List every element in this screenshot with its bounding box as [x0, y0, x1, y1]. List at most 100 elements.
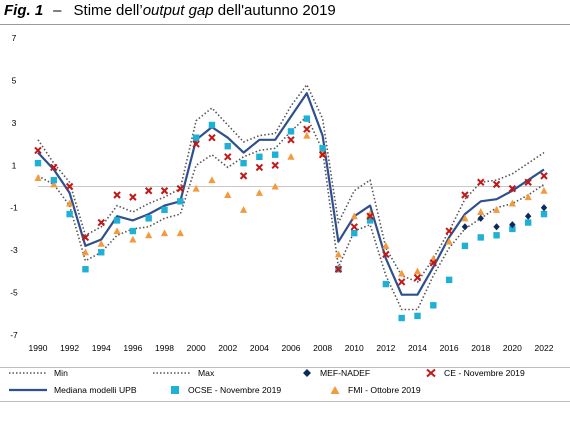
x-tick-label: 2020	[503, 343, 522, 353]
point-fmi-ottobre-2019	[208, 176, 216, 184]
y-tick-label: 1	[12, 160, 17, 170]
point-ce-novembre-2019	[113, 191, 121, 199]
point-ce-novembre-2019	[318, 150, 327, 159]
point-ce-novembre-2019	[382, 250, 390, 259]
point-ocse-novembre-2019	[98, 249, 105, 256]
point-ce-novembre-2019	[524, 178, 532, 186]
point-ocse-novembre-2019	[129, 227, 137, 235]
figure-label: Fig. 1	[4, 2, 44, 19]
point-ce-novembre-2019	[50, 163, 58, 172]
x-tick-label: 2014	[408, 343, 427, 353]
point-fmi-ottobre-2019	[113, 227, 121, 235]
point-ce-novembre-2019	[208, 133, 216, 142]
chart-series	[34, 83, 548, 322]
chart-axes: 7 5 3 1 -1 -3 -5 -7 1990 1992 1994 1996 1998 2000 2002…	[10, 33, 554, 353]
point-ce-novembre-2019	[303, 125, 311, 133]
series-line-mediana-modelli-upb	[37, 92, 545, 296]
x-tick-label: 2022	[535, 343, 554, 353]
point-ocse-novembre-2019	[303, 115, 311, 122]
point-ce-novembre-2019	[224, 153, 232, 161]
point-ocse-novembre-2019	[540, 210, 548, 218]
y-tick-label: -5	[10, 288, 18, 298]
point-ocse-novembre-2019	[351, 229, 358, 237]
point-mef-nadef	[461, 223, 469, 231]
title-divider	[0, 24, 570, 25]
figure-title-post: dell'autunno 2019	[213, 2, 336, 19]
x-tick-label: 2010	[345, 343, 364, 353]
x-tick-label: 2006	[282, 343, 301, 353]
x-tick-label: 2018	[471, 343, 490, 353]
point-fmi-ottobre-2019	[477, 208, 485, 215]
point-fmi-ottobre-2019	[303, 131, 311, 139]
series-line-min	[37, 115, 545, 311]
x-tick-label: 2002	[218, 343, 237, 353]
point-ce-novembre-2019	[239, 172, 248, 180]
figure-dash: –	[53, 2, 62, 19]
point-ce-novembre-2019	[192, 140, 200, 148]
point-ce-novembre-2019	[492, 180, 501, 189]
point-fmi-ottobre-2019	[398, 269, 406, 277]
point-ce-novembre-2019	[350, 223, 358, 231]
point-fmi-ottobre-2019	[492, 206, 501, 213]
point-ocse-novembre-2019	[145, 215, 152, 222]
x-tick-label: 1998	[155, 343, 174, 353]
point-ce-novembre-2019	[508, 184, 517, 193]
point-ce-novembre-2019	[129, 193, 137, 201]
point-ocse-novembre-2019	[382, 280, 390, 288]
point-ocse-novembre-2019	[256, 153, 263, 160]
point-ocse-novembre-2019	[366, 217, 374, 224]
point-ocse-novembre-2019	[524, 219, 532, 226]
point-fmi-ottobre-2019	[129, 235, 137, 243]
figure-title: Fig. 1– Stime dell’output gap dell'autunn…	[4, 2, 336, 19]
point-ocse-novembre-2019	[319, 145, 326, 152]
point-fmi-ottobre-2019	[540, 186, 548, 194]
x-tick-label: 1996	[123, 343, 142, 353]
figure-title-pre: Stime dell’	[73, 2, 143, 19]
point-ce-novembre-2019	[271, 161, 279, 169]
point-ce-novembre-2019	[366, 212, 374, 220]
point-ocse-novembre-2019	[50, 176, 58, 184]
point-ce-novembre-2019	[445, 227, 453, 235]
point-ocse-novembre-2019	[493, 232, 500, 239]
y-tick-label: -3	[10, 245, 18, 255]
point-fmi-ottobre-2019	[224, 191, 232, 198]
point-fmi-ottobre-2019	[50, 180, 58, 188]
x-tick-label: 2016	[440, 343, 459, 353]
x-tick-label: 2004	[250, 343, 269, 353]
point-fmi-ottobre-2019	[81, 248, 90, 256]
point-mef-nadef	[509, 221, 516, 229]
point-ocse-novembre-2019	[287, 128, 295, 135]
point-ce-novembre-2019	[540, 172, 548, 180]
point-ce-novembre-2019	[176, 184, 185, 193]
point-mef-nadef	[540, 204, 548, 212]
point-ocse-novembre-2019	[66, 210, 73, 218]
point-ocse-novembre-2019	[398, 314, 405, 322]
point-ocse-novembre-2019	[224, 142, 231, 150]
point-ce-novembre-2019	[144, 187, 153, 195]
point-fmi-ottobre-2019	[382, 242, 390, 249]
figure-title-em: output gap	[142, 2, 214, 19]
point-ce-novembre-2019	[160, 187, 169, 195]
x-tick-label: 1990	[29, 343, 48, 353]
y-tick-label: 3	[12, 118, 17, 128]
point-ocse-novembre-2019	[113, 217, 121, 224]
point-fmi-ottobre-2019	[66, 199, 74, 207]
point-ocse-novembre-2019	[34, 159, 42, 167]
y-tick-label: -7	[10, 330, 18, 340]
point-ocse-novembre-2019	[430, 302, 437, 309]
point-fmi-ottobre-2019	[145, 231, 153, 239]
point-fmi-ottobre-2019	[271, 182, 279, 190]
series-line-max	[37, 83, 545, 283]
x-tick-label: 2012	[376, 343, 395, 353]
point-mef-nadef	[524, 212, 532, 220]
point-ce-novembre-2019	[429, 259, 438, 267]
point-fmi-ottobre-2019	[255, 189, 263, 196]
point-mef-nadef	[477, 214, 484, 222]
point-ce-novembre-2019	[287, 136, 295, 144]
point-ocse-novembre-2019	[445, 276, 453, 284]
point-fmi-ottobre-2019	[176, 229, 184, 237]
point-fmi-ottobre-2019	[445, 237, 453, 245]
point-ocse-novembre-2019	[161, 206, 168, 214]
point-mef-nadef	[493, 223, 500, 231]
point-fmi-ottobre-2019	[239, 206, 248, 213]
